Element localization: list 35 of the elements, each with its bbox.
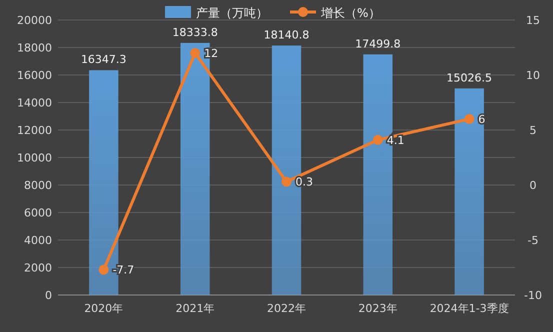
y-tick-label: 0 bbox=[45, 289, 52, 302]
point bbox=[372, 134, 383, 145]
data-label: 16347.3 bbox=[80, 53, 126, 66]
y-tick-label: 18000 bbox=[17, 42, 52, 54]
y-tick-label: 2000 bbox=[24, 262, 52, 274]
x-tick-label: 2021年 bbox=[176, 302, 215, 315]
x-tick-label: 2022年 bbox=[267, 302, 306, 315]
y-tick-label: 6000 bbox=[24, 206, 52, 220]
y2-tick-label: 15 bbox=[526, 14, 540, 27]
y-tick-label: 12000 bbox=[17, 124, 52, 137]
y2-tick-label: -5 bbox=[528, 234, 538, 247]
data-label: 18140.8 bbox=[264, 28, 310, 42]
x-tick-label: 2020年 bbox=[84, 302, 124, 315]
y2-tick-label: 0 bbox=[530, 179, 536, 192]
y-tick-label: 20000 bbox=[17, 14, 52, 27]
y-tick-label: 10000 bbox=[17, 152, 52, 164]
point bbox=[98, 264, 109, 275]
data-label: 17499.8 bbox=[355, 37, 401, 50]
y-tick-label: 14000 bbox=[17, 96, 52, 110]
point bbox=[282, 176, 292, 187]
bar bbox=[454, 88, 484, 295]
data-label: 18333.8 bbox=[172, 26, 218, 39]
x-tick-label: 2024年1-3季度 bbox=[430, 302, 509, 315]
y-tick-label: 16000 bbox=[17, 69, 52, 82]
data-label: 15026.5 bbox=[446, 71, 492, 84]
point bbox=[190, 48, 200, 58]
point bbox=[464, 114, 474, 124]
legend-label: 产量（万吨） bbox=[196, 6, 268, 20]
y-tick-label: 8000 bbox=[24, 179, 52, 192]
y2-tick-label: -10 bbox=[524, 289, 542, 302]
y-tick-label: 4000 bbox=[24, 234, 52, 247]
y2-tick-label: 5 bbox=[530, 124, 536, 137]
legend-label: 增长（%） bbox=[320, 6, 380, 20]
y2-tick-label: 10 bbox=[526, 69, 540, 82]
x-tick-label: 2023年 bbox=[358, 302, 398, 315]
